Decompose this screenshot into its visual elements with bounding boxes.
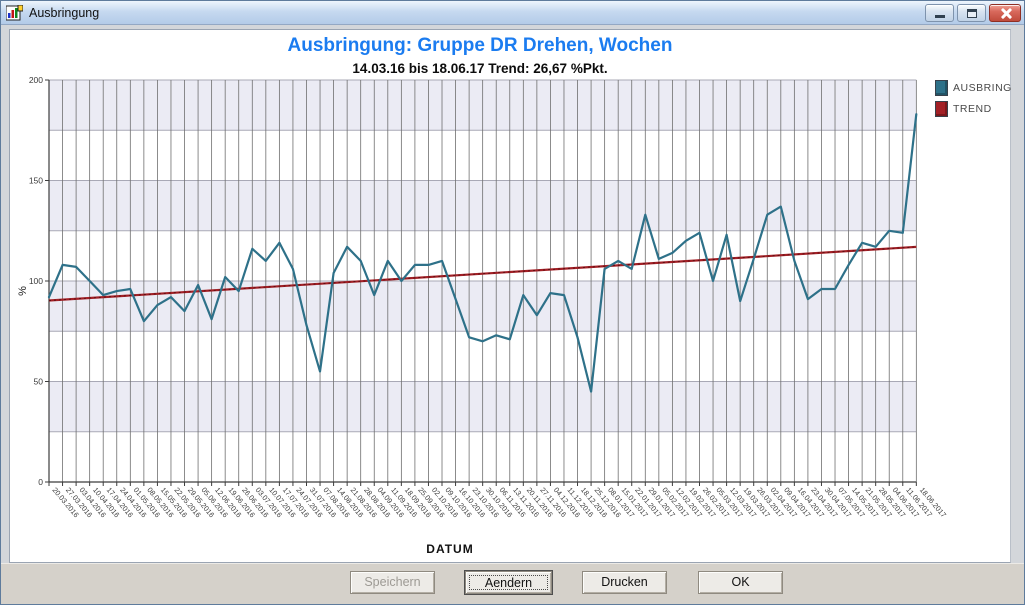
window-title: Ausbringung	[29, 5, 100, 20]
minimize-icon	[935, 15, 945, 18]
x-tick-labels: 20.03.201627.03.201603.04.201610.04.2016…	[50, 486, 948, 520]
ausbring-line	[47, 113, 918, 393]
x-axis-label: DATUM	[426, 542, 474, 556]
ok-button[interactable]: OK	[698, 571, 783, 594]
speichern-button[interactable]: Speichern	[350, 571, 435, 594]
drucken-button[interactable]: Drucken	[582, 571, 667, 594]
v-gridlines	[48, 80, 917, 486]
legend-label-trend: TREND	[953, 103, 992, 115]
minimize-button[interactable]	[925, 4, 954, 22]
ausbring-series-swatch	[935, 80, 948, 96]
speichern-button-label: Speichern	[364, 575, 421, 589]
aendern-button[interactable]: Aendern	[464, 570, 553, 595]
svg-text:150: 150	[29, 176, 43, 186]
svg-text:50: 50	[34, 377, 44, 387]
legend-item-ausbring: AUSBRING	[935, 80, 1012, 96]
legend: AUSBRING TREND	[935, 80, 1012, 122]
svg-text:0: 0	[38, 477, 43, 487]
title-bar: Ausbringung	[1, 1, 1024, 25]
close-button[interactable]	[989, 4, 1021, 22]
svg-text:200: 200	[29, 75, 43, 85]
chart-panel: Ausbringung: Gruppe DR Drehen, Wochen 14…	[9, 29, 1011, 563]
legend-label-ausbring: AUSBRING	[953, 82, 1012, 94]
aendern-button-label: Aendern	[469, 575, 548, 590]
maximize-button[interactable]	[957, 4, 986, 22]
close-icon	[1000, 8, 1011, 19]
ok-button-label: OK	[731, 575, 750, 589]
button-bar: Speichern Aendern Drucken OK	[1, 563, 1024, 604]
legend-item-trend: TREND	[935, 101, 1012, 117]
y-tick-labels: 0 50 100 150 200	[29, 75, 49, 487]
trend-series-swatch	[935, 101, 948, 117]
svg-text:100: 100	[29, 276, 43, 286]
plot-area: 0 50 100 150 200 20.03.201627.03.201603.04.20…	[29, 75, 948, 520]
drucken-button-label: Drucken	[601, 575, 648, 589]
app-chart-icon	[5, 4, 24, 21]
chart-title: Ausbringung: Gruppe DR Drehen, Wochen	[287, 35, 673, 56]
y-axis-label: %	[16, 286, 29, 296]
chart-subtitle: 14.03.16 bis 18.06.17 Trend: 26,67 %Pkt.	[352, 61, 608, 76]
maximize-icon	[967, 9, 977, 18]
